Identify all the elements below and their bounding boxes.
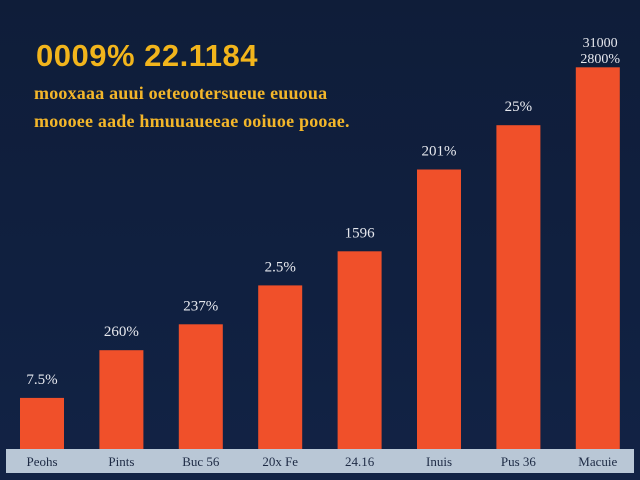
bar-6 — [496, 125, 541, 449]
category-label-3: 20x Fe — [262, 454, 298, 469]
data-label-5: 201% — [422, 144, 457, 160]
chart-subtitle-line-1: mooxaaa auui oeteootersueue euuoua — [34, 83, 328, 103]
data-label-3: 2.5% — [265, 259, 296, 275]
bar-1 — [99, 350, 144, 449]
data-label-1: 260% — [104, 324, 139, 340]
chart-headline: 0009% 22.1184 — [36, 38, 258, 73]
bar-5 — [417, 169, 461, 449]
category-label-7: Macuie — [578, 454, 617, 469]
category-label-2: Buc 56 — [182, 454, 220, 469]
category-label-6: Pus 36 — [501, 454, 537, 469]
data-label-0: 7.5% — [26, 372, 57, 388]
data-label-2: 237% — [183, 298, 218, 314]
corner-note-line-1: 31000 — [582, 36, 618, 51]
chart-subtitle-line-2: moooee aade hmuuaueeae ooiuoe pooae. — [34, 111, 350, 131]
category-label-5: Inuis — [426, 454, 452, 469]
category-label-4: 24.16 — [345, 454, 375, 469]
category-label-0: Peohs — [26, 454, 57, 469]
bar-3 — [258, 285, 303, 449]
bar-7 — [575, 67, 620, 450]
data-label-4: 1596 — [345, 225, 376, 241]
category-label-1: Pints — [108, 454, 134, 469]
x-axis-band — [6, 449, 634, 473]
corner-note-line-2: 2800% — [580, 52, 620, 67]
bar-2 — [178, 324, 223, 449]
corner-note: 31000 2800% — [580, 36, 620, 68]
bar-0 — [20, 397, 64, 449]
bar-4 — [337, 251, 382, 449]
data-label-6: 25% — [505, 99, 533, 115]
